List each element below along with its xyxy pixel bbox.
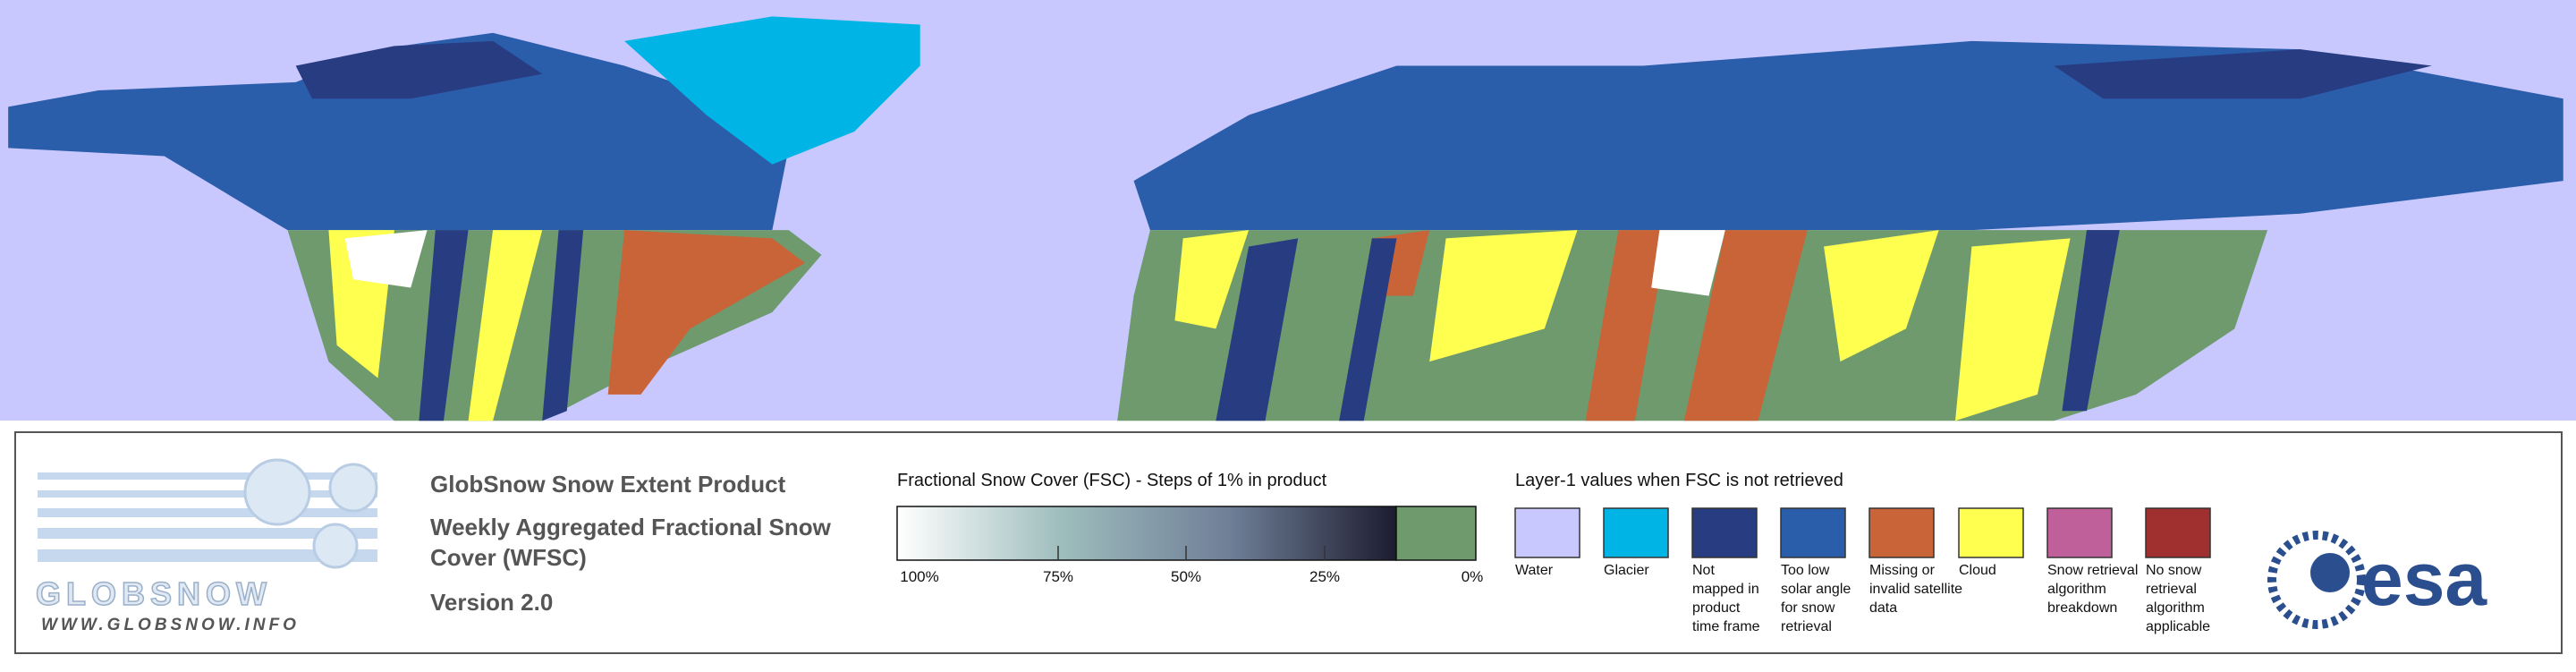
legend-label: retrieval — [1781, 619, 1832, 634]
not-mapped — [1339, 238, 1397, 421]
arctic-islands — [295, 40, 543, 99]
cloud — [1824, 230, 1939, 362]
legend-swatch — [1514, 507, 1580, 558]
cloud — [468, 230, 543, 421]
logo-stripe — [38, 490, 377, 498]
legend-swatch — [1958, 507, 2024, 558]
cloud — [1174, 230, 1250, 329]
map — [8, 16, 2563, 421]
missing — [1683, 230, 1808, 421]
layer1-title: Layer-1 values when FSC is not retrieved — [1515, 471, 1843, 490]
fsc-tick-label: 100% — [900, 568, 938, 585]
legend-label: applicable — [2146, 619, 2210, 634]
not-mapped — [542, 230, 584, 421]
snowflake — [328, 463, 378, 513]
product-version: Version 2.0 — [430, 589, 553, 616]
north-america-north — [8, 32, 789, 231]
fsc-title: Fractional Snow Cover (FSC) - Steps of 1… — [897, 471, 1327, 490]
not-mapped — [419, 230, 469, 421]
legend-label: time frame — [1692, 619, 1760, 634]
legend-label: product — [1692, 600, 1741, 616]
legend-swatch — [1603, 507, 1669, 558]
logo-stripe — [38, 528, 377, 539]
legend-label: algorithm — [2047, 582, 2106, 597]
fsc-tick-label: 50% — [1171, 568, 1201, 585]
cloud — [1955, 238, 2071, 421]
not-mapped — [2062, 230, 2120, 412]
legend-swatch — [2145, 507, 2211, 558]
logo-stripe — [38, 508, 377, 517]
legend-label: Missing or — [1869, 563, 1936, 578]
legend-label: Glacier — [1604, 563, 1649, 578]
esa-logo: esa — [2267, 531, 2487, 629]
cloud — [1429, 230, 1578, 362]
fsc-tick-label: 0% — [1462, 568, 1484, 585]
legend-label: Cloud — [1959, 563, 1996, 578]
legend-label: data — [1869, 600, 1897, 616]
logo-name: GLOBSNOW — [36, 575, 272, 612]
legend-swatch — [2046, 507, 2113, 558]
missing — [607, 230, 806, 395]
legend-swatch — [1691, 507, 1758, 558]
fsc-gradient — [896, 506, 1397, 561]
snow — [344, 230, 428, 288]
fsc-tick-label: 75% — [1043, 568, 1073, 585]
legend-label: No snow — [2146, 563, 2202, 578]
legend-label: solar angle — [1781, 582, 1851, 597]
not-mapped — [1216, 238, 1299, 421]
legend-label: breakdown — [2047, 600, 2117, 616]
legend-swatch — [1868, 507, 1935, 558]
fsc-tick-label: 25% — [1309, 568, 1340, 585]
legend-label: algorithm — [2146, 600, 2205, 616]
product-title: GlobSnow Snow Extent Product — [430, 471, 786, 498]
esa-emblem — [2310, 553, 2350, 592]
legend-label: for snow — [1781, 600, 1835, 616]
fsc-zero — [1395, 506, 1477, 561]
esa-wordmark: esa — [2361, 537, 2487, 621]
snow — [1651, 230, 1725, 296]
product-subtitle: Cover (WFSC) — [430, 544, 587, 571]
legend-label: retrieval — [2146, 582, 2197, 597]
legend-label: invalid satellite — [1869, 582, 1962, 597]
globsnow-logo: GLOBSNOW WWW.GLOBSNOW.INFO — [35, 458, 378, 634]
legend-label: Not — [1692, 563, 1715, 578]
snowflake — [243, 458, 311, 526]
legend-label: mapped in — [1692, 582, 1759, 597]
esa-emblem — [2267, 531, 2366, 629]
legend-label: Water — [1515, 563, 1554, 578]
greenland — [624, 16, 920, 165]
legend-label: Too low — [1781, 563, 1830, 578]
logo-stripe — [38, 472, 377, 480]
logo-url: WWW.GLOBSNOW.INFO — [41, 616, 300, 634]
legend-swatch — [1780, 507, 1846, 558]
not-mapped — [2054, 49, 2432, 99]
logo-stripe — [38, 549, 377, 562]
legend-label: Snow retrieval — [2047, 563, 2138, 578]
missing — [1585, 230, 1668, 421]
product-subtitle: Weekly Aggregated Fractional Snow — [430, 514, 832, 540]
snowflake — [312, 523, 359, 569]
